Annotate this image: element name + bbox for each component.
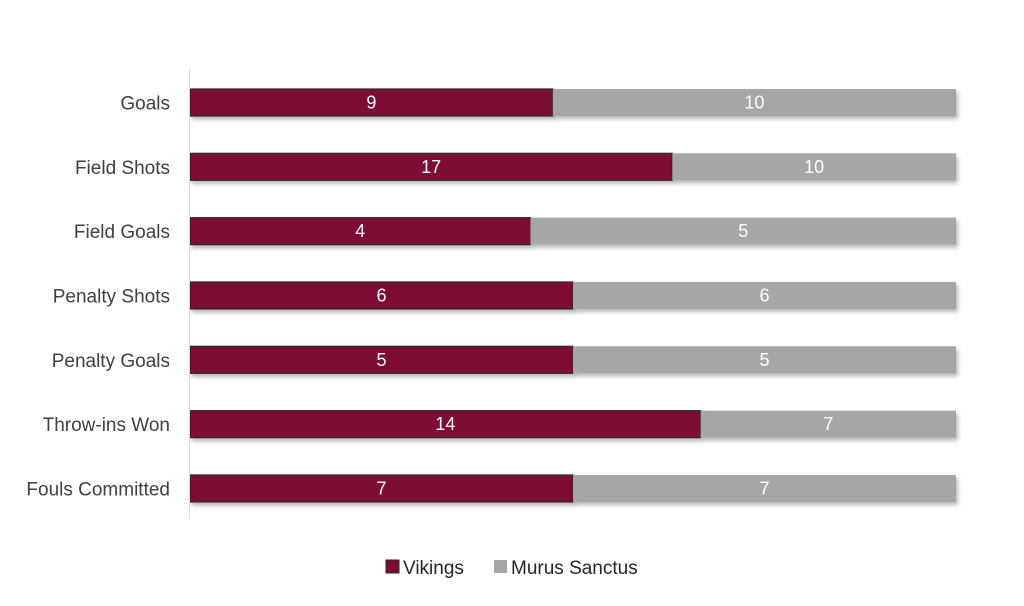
bar-murus-sanctus-5 (700, 410, 956, 438)
data-label-murus-sanctus-0: 10 (744, 93, 764, 113)
bars-layer: 9 10 17 10 4 5 6 6 5 5 14 7 7 7 (189, 88, 956, 503)
bar-murus-sanctus-6 (573, 474, 956, 502)
data-label-vikings-6: 7 (376, 478, 386, 498)
data-label-murus-sanctus-3: 6 (759, 285, 769, 305)
legend-label-murus-sanctus: Murus Sanctus (511, 558, 638, 579)
bar-murus-sanctus-4 (573, 346, 956, 374)
bar-murus-sanctus-2 (530, 217, 956, 245)
category-label-6: Fouls Committed (26, 479, 170, 500)
data-label-murus-sanctus-5: 7 (823, 414, 833, 434)
bar-vikings-5 (189, 410, 702, 439)
data-label-murus-sanctus-2: 5 (738, 221, 748, 241)
data-label-murus-sanctus-4: 5 (759, 350, 769, 370)
legend-swatch-vikings (385, 559, 400, 574)
data-label-vikings-1: 17 (421, 157, 441, 177)
category-label-0: Goals (120, 94, 170, 115)
category-label-4: Penalty Goals (52, 351, 170, 372)
data-label-vikings-3: 6 (376, 285, 386, 305)
bar-vikings-0 (189, 88, 554, 117)
category-axis: Goals Field Shots Field Goals Penalty Shots… (26, 70, 190, 519)
category-label-1: Field Shots (75, 158, 170, 179)
category-label-2: Field Goals (74, 222, 170, 243)
bar-murus-sanctus-0 (552, 89, 956, 116)
data-label-murus-sanctus-6: 7 (759, 478, 769, 498)
data-label-vikings-2: 4 (355, 221, 365, 241)
category-label-3: Penalty Shots (53, 286, 170, 307)
data-label-murus-sanctus-1: 10 (804, 157, 824, 177)
bar-vikings-1 (189, 152, 673, 181)
category-label-5: Throw-ins Won (43, 415, 170, 436)
legend: Vikings Murus Sanctus (385, 558, 638, 579)
data-label-vikings-0: 9 (366, 93, 376, 113)
bar-vikings-3 (189, 281, 574, 310)
legend-label-vikings: Vikings (403, 558, 464, 579)
bar-vikings-4 (189, 345, 574, 374)
data-label-vikings-4: 5 (376, 350, 386, 370)
data-label-vikings-5: 14 (435, 414, 455, 434)
legend-swatch-murus-sanctus (494, 560, 507, 573)
bar-murus-sanctus-1 (672, 153, 956, 181)
bar-murus-sanctus-3 (573, 281, 956, 309)
